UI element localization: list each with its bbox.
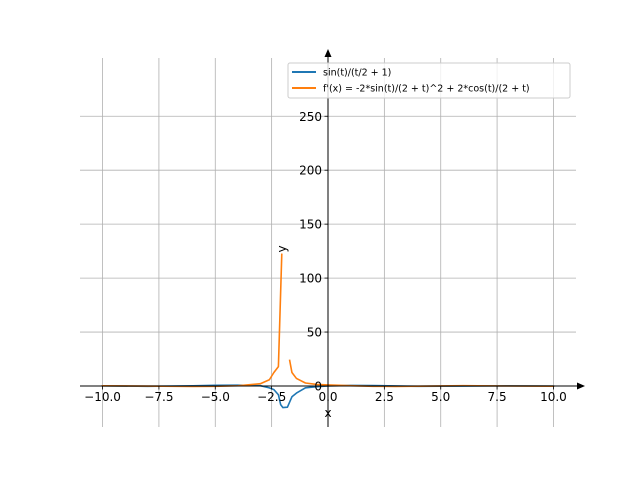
x-tick-label-5: 2.5 (375, 390, 394, 404)
axes: −10.0 −7.5 −5.0 −2.5 0.0 2.5 5.0 7.5 10.0 0 50 100… (80, 49, 585, 427)
x-tick-label-1: −7.5 (144, 390, 173, 404)
legend-label-series-1: sin(t)/(t/2 + 1) (323, 68, 391, 79)
x-tick-label-7: 7.5 (488, 390, 507, 404)
x-tick-label-2: −5.0 (201, 390, 230, 404)
series-2-line-segment-1 (101, 253, 283, 388)
y-tick-label-4: 200 (299, 164, 322, 178)
y-axis-arrow (324, 49, 332, 57)
x-ticks: −10.0 −7.5 −5.0 −2.5 0.0 2.5 5.0 7.5 10.0 (84, 386, 567, 404)
x-tick-label-6: 5.0 (431, 390, 450, 404)
x-tick-label-0: −10.0 (84, 390, 121, 404)
y-ticks: 0 50 100 150 200 250 (299, 110, 328, 394)
y-axis-label: y (275, 245, 289, 252)
x-axis-arrow (577, 382, 585, 390)
y-tick-label-1: 50 (307, 326, 322, 340)
y-tick-label-2: 100 (299, 272, 322, 286)
legend-label-series-2: f'(x) = -2*sin(t)/(2 + t)^2 + 2*cos(t)/(… (323, 84, 530, 95)
x-tick-label-3: −2.5 (257, 390, 286, 404)
legend-box (287, 62, 571, 99)
legend: sin(t)/(t/2 + 1) f'(x) = -2*sin(t)/(2 + … (287, 62, 571, 99)
x-axis-label: x (324, 406, 331, 420)
y-tick-label-3: 150 (299, 218, 322, 232)
series-2-line-segment-2 (288, 359, 555, 388)
x-tick-label-8: 10.0 (540, 390, 567, 404)
y-tick-label-5: 250 (299, 110, 322, 124)
y-tick-label-0: 0 (314, 380, 322, 394)
x-tick-label-4: 0.0 (318, 390, 337, 404)
